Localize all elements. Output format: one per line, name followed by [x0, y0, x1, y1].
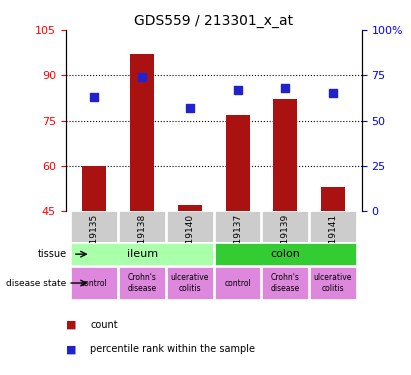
Text: GSM19137: GSM19137 — [233, 214, 242, 263]
Text: ■: ■ — [66, 320, 76, 330]
FancyBboxPatch shape — [167, 267, 213, 299]
FancyBboxPatch shape — [72, 267, 117, 299]
Bar — [321, 187, 345, 211]
FancyBboxPatch shape — [215, 267, 261, 299]
Text: disease state: disease state — [7, 279, 67, 288]
Text: ulcerative
colitis: ulcerative colitis — [314, 273, 352, 293]
Title: GDS559 / 213301_x_at: GDS559 / 213301_x_at — [134, 13, 293, 28]
Bar — [83, 166, 106, 211]
FancyBboxPatch shape — [215, 243, 356, 265]
Bar — [273, 99, 297, 211]
Text: colon: colon — [270, 249, 300, 259]
Text: percentile rank within the sample: percentile rank within the sample — [90, 344, 255, 354]
Text: GSM19139: GSM19139 — [281, 214, 290, 263]
Text: ileum: ileum — [127, 249, 158, 259]
FancyBboxPatch shape — [119, 267, 165, 299]
Bar — [130, 54, 154, 211]
FancyBboxPatch shape — [72, 243, 213, 265]
Text: GSM19135: GSM19135 — [90, 214, 99, 263]
Text: Crohn's
disease: Crohn's disease — [271, 273, 300, 293]
Text: count: count — [90, 320, 118, 330]
Point — [139, 74, 145, 80]
FancyBboxPatch shape — [262, 211, 308, 242]
FancyBboxPatch shape — [119, 211, 165, 242]
Point — [187, 105, 193, 111]
FancyBboxPatch shape — [215, 211, 261, 242]
FancyBboxPatch shape — [310, 267, 356, 299]
Text: control: control — [81, 279, 108, 288]
Text: Crohn's
disease: Crohn's disease — [127, 273, 157, 293]
Text: GSM19138: GSM19138 — [138, 214, 147, 263]
Point — [282, 85, 289, 91]
Text: control: control — [224, 279, 251, 288]
Text: ulcerative
colitis: ulcerative colitis — [171, 273, 209, 293]
Point — [330, 90, 336, 96]
FancyBboxPatch shape — [72, 211, 117, 242]
Text: GSM19141: GSM19141 — [328, 214, 337, 263]
FancyBboxPatch shape — [167, 211, 213, 242]
Text: GSM19140: GSM19140 — [185, 214, 194, 263]
FancyBboxPatch shape — [310, 211, 356, 242]
Bar — [178, 205, 202, 211]
Point — [234, 87, 241, 93]
Point — [91, 94, 98, 100]
Bar — [226, 114, 249, 211]
Text: ■: ■ — [66, 344, 76, 354]
FancyBboxPatch shape — [262, 267, 308, 299]
Text: tissue: tissue — [37, 249, 67, 259]
